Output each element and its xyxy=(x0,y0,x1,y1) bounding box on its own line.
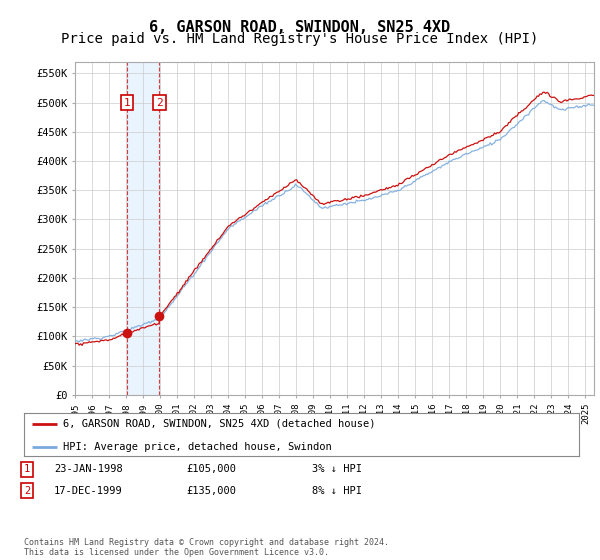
Text: 2: 2 xyxy=(24,486,30,496)
Text: 1: 1 xyxy=(24,464,30,474)
Text: HPI: Average price, detached house, Swindon: HPI: Average price, detached house, Swin… xyxy=(63,442,332,452)
Text: 2: 2 xyxy=(156,97,163,108)
Text: 1: 1 xyxy=(124,97,131,108)
Text: £105,000: £105,000 xyxy=(186,464,236,474)
Text: 8% ↓ HPI: 8% ↓ HPI xyxy=(312,486,362,496)
Text: 3% ↓ HPI: 3% ↓ HPI xyxy=(312,464,362,474)
Text: Price paid vs. HM Land Registry's House Price Index (HPI): Price paid vs. HM Land Registry's House … xyxy=(61,32,539,46)
Text: Contains HM Land Registry data © Crown copyright and database right 2024.
This d: Contains HM Land Registry data © Crown c… xyxy=(24,538,389,557)
Text: 6, GARSON ROAD, SWINDON, SN25 4XD (detached house): 6, GARSON ROAD, SWINDON, SN25 4XD (detac… xyxy=(63,419,376,428)
Text: £135,000: £135,000 xyxy=(186,486,236,496)
Text: 6, GARSON ROAD, SWINDON, SN25 4XD: 6, GARSON ROAD, SWINDON, SN25 4XD xyxy=(149,20,451,35)
Text: 17-DEC-1999: 17-DEC-1999 xyxy=(54,486,123,496)
Text: 23-JAN-1998: 23-JAN-1998 xyxy=(54,464,123,474)
Bar xyxy=(127,62,160,395)
